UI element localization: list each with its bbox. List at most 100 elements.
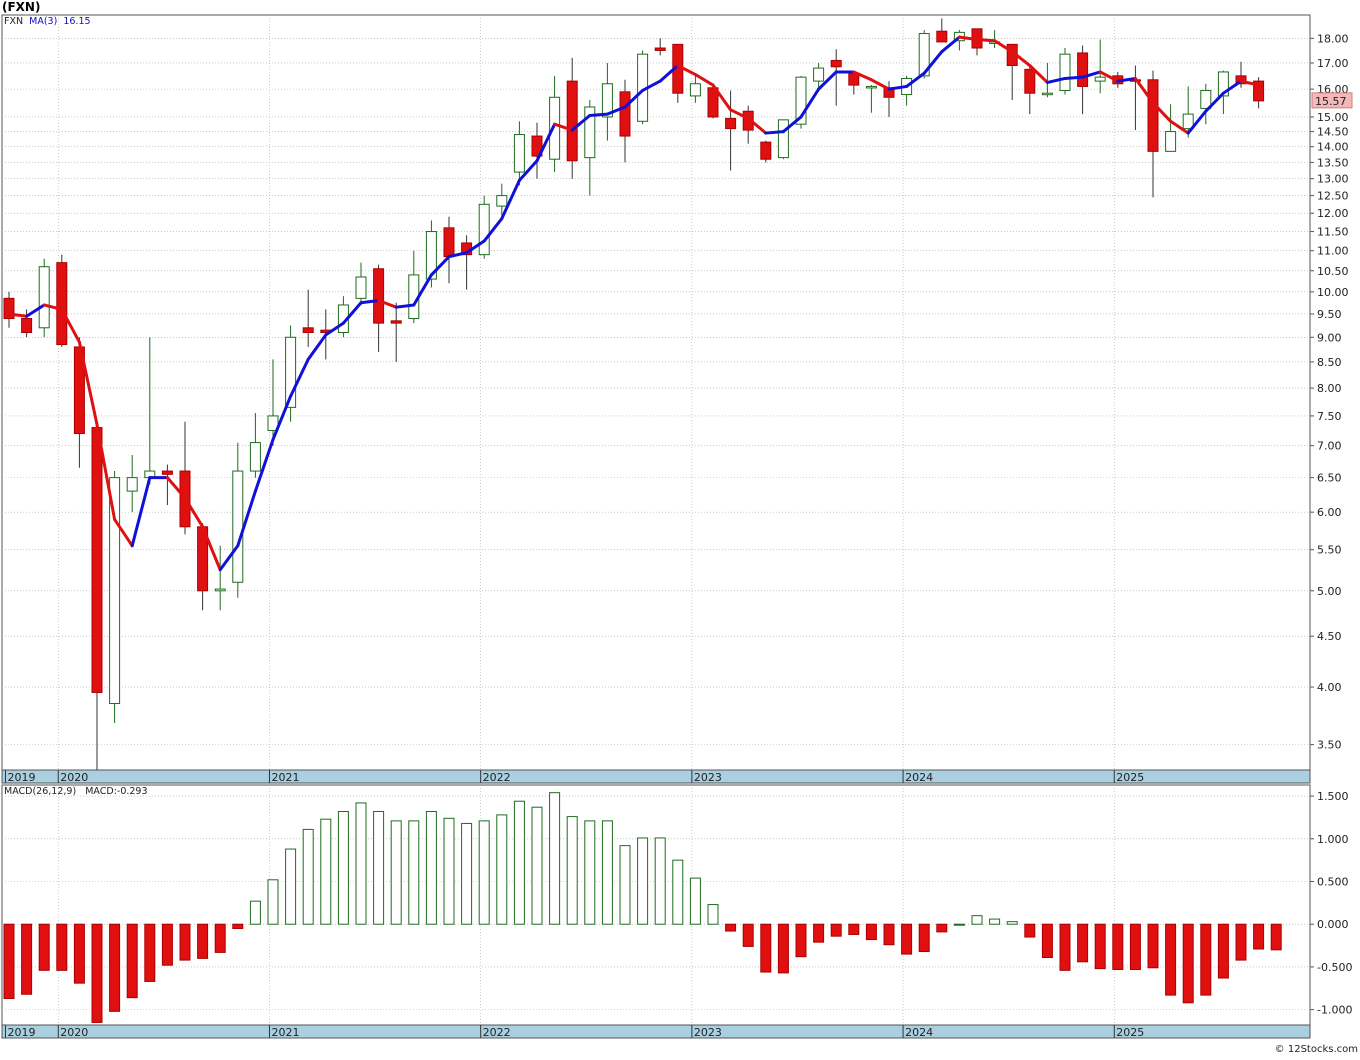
macd-bar [461,822,473,925]
ma-line-segment [711,83,733,112]
x-axis-label: 2020 [60,771,88,784]
price-tick-label: 9.50 [1317,308,1342,321]
ma-line-segment [1010,50,1032,68]
candle-body [1182,113,1194,130]
ma-line-segment [201,525,222,572]
macd-bar [971,915,983,925]
candle-body [830,59,842,68]
ma-line-segment [1063,75,1085,80]
ma-line-segment [623,88,645,109]
macd-bar [654,837,666,925]
macd-bar [425,810,437,925]
ma-line-segment [658,64,680,83]
macd-bar [1112,923,1124,970]
macd-tick-label: 0.500 [1317,876,1349,889]
candle-body [1200,89,1212,109]
ma-line-segment [429,255,451,277]
candle-body [707,87,719,118]
price-tick-label: 6.50 [1317,472,1342,485]
candle-body [1041,92,1053,96]
site-credit: © 12Stocks.com [1274,1044,1358,1055]
macd-bar [478,820,490,925]
ma-line-segment [324,321,345,337]
ma-line-segment [25,303,46,318]
macd-bar [249,900,261,925]
macd-bar [918,923,930,953]
ma-line-segment [922,50,944,75]
ma-line-segment [465,239,486,255]
price-legend: FXN MA(3) 16.15 [4,16,91,27]
macd-bar [496,814,508,925]
price-tick-label: 8.50 [1317,356,1342,369]
ma-line-segment [447,251,469,259]
macd-bar [637,837,649,925]
legend-ma-label: MA(3) [29,16,58,27]
candle-body [865,85,877,89]
macd-bar [1077,923,1089,963]
ma-line-segment [764,130,785,135]
macd-bar [1059,923,1071,971]
macd-bar [513,800,525,925]
ma-line-segment [957,35,979,42]
candle-body [126,477,138,492]
price-tick-label: 7.50 [1317,410,1342,423]
macd-bar [1253,923,1265,950]
macd-bar [337,810,349,925]
candle-body [1094,76,1106,82]
ma-line-segment [130,476,152,548]
macd-bar [813,923,825,943]
macd-bar [408,820,420,925]
ma-line-segment [42,303,64,311]
x-axis-label: 2021 [271,1026,299,1039]
macd-bar [1217,923,1229,979]
ma-line-segment [306,333,328,361]
ma-line-segment [993,39,1014,54]
macd-bar [865,923,877,941]
candle-body [161,470,173,475]
ma-line-segment [60,307,81,344]
ma-line-segment [940,35,961,54]
candle-body [1253,80,1265,102]
candle-body [38,266,50,329]
ma-line-segment [1239,79,1261,87]
ma-line-segment [95,423,117,521]
macd-bar [1235,923,1247,961]
price-tick-label: 12.00 [1317,207,1349,220]
ma-line-segment [869,78,891,91]
price-tick-label: 3.50 [1317,739,1342,752]
ma-line-segment [1116,76,1137,83]
legend-symbol: FXN [4,16,24,27]
price-tick-label: 5.50 [1317,544,1342,557]
ma-line-segment [412,273,433,307]
macd-legend-value: MACD:-0.293 [85,786,148,797]
ma-line-segment [1098,70,1120,83]
macd-bar [1024,923,1036,938]
candle-body [355,276,367,299]
candle-body [601,83,613,118]
last-price-label: 15.57 [1315,95,1347,108]
candle-body [109,477,121,705]
macd-bar [144,923,156,982]
price-tick-label: 11.00 [1317,245,1349,258]
candle-body [1165,131,1177,152]
ma-line-segment [341,301,363,325]
macd-bar [126,923,138,999]
candle-body [21,318,33,334]
candle-body [3,297,15,320]
macd-tick-label: 0.000 [1317,918,1349,931]
macd-tick-label: 1.000 [1317,833,1349,846]
macd-tick-label: 1.500 [1317,790,1349,803]
candle-body [1024,68,1036,94]
ma-line-segment [271,394,293,442]
macd-bar [91,923,103,1023]
ma-line-segment [799,87,821,119]
ma-line-segment [359,299,381,305]
ma-line-segment [1169,119,1190,135]
macd-bar [302,828,314,925]
candle-body [232,470,244,583]
macd-bar [1094,923,1106,970]
x-axis-label: 2023 [694,771,722,784]
ma-line-segment [817,70,838,91]
price-tick-label: 4.50 [1317,630,1342,643]
